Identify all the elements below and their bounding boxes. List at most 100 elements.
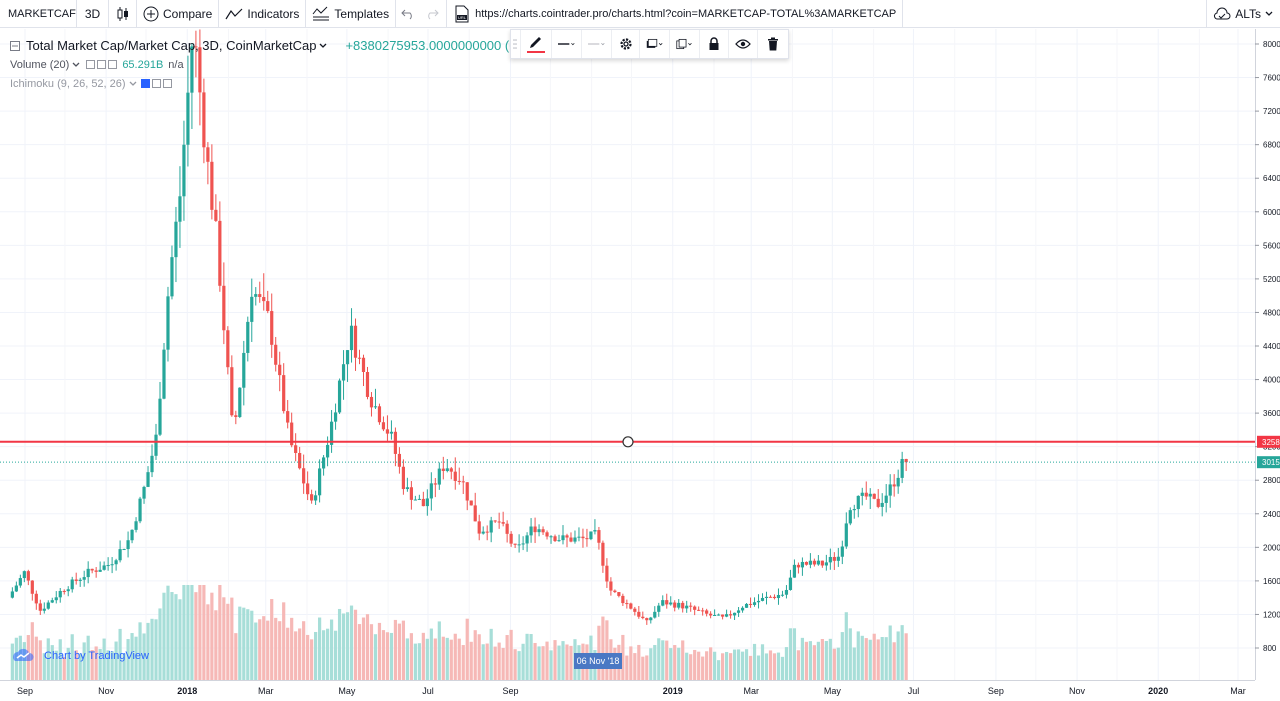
interval-button[interactable]: 3D [77,0,109,28]
line-color-button[interactable] [521,30,553,58]
indicators-button[interactable]: Indicators [219,0,307,28]
candle-body [86,568,90,578]
chart-url[interactable]: URL https://charts.cointrader.pro/charts… [447,0,904,28]
tradingview-watermark[interactable]: Chart by TradingView [12,648,149,664]
candle-body [856,495,860,510]
candle-body [318,468,322,496]
candle-body [270,311,274,345]
volume-bar [740,651,745,680]
volume-bar [210,592,214,680]
drag-handle[interactable] [511,30,521,58]
candle-body [585,538,589,540]
symbol-search[interactable]: MARKETCAF [0,0,77,28]
volume-bar [186,585,190,680]
volume-bar [190,585,194,680]
candles [10,29,908,625]
candle-body [481,531,485,534]
candle-body [182,144,186,197]
candle-body [341,364,346,381]
candle-body [242,352,246,388]
redo-button[interactable] [420,0,448,28]
undo-button[interactable] [396,0,420,28]
grip-icon [513,39,518,49]
candle-body [593,530,597,532]
volume-bar [832,648,836,680]
volume-bar [677,647,681,680]
candle-body [417,498,421,500]
eye-icon [735,39,751,49]
volume-bar [361,617,366,680]
candle-body [254,294,258,297]
volume-bar [856,631,860,680]
volume-label[interactable]: Volume (20) [10,58,70,71]
candle-body [728,614,733,616]
hide-button[interactable] [729,30,759,58]
volume-bar [709,647,713,680]
price-chart[interactable]: 8000 7600 7200 6800 6400 6000 5600 5200 4800 4400… [0,29,1280,701]
time-tick-label: Mar [1230,686,1246,696]
candle-body [325,444,330,458]
line-style-button[interactable] [582,30,613,58]
volume-bar [421,632,425,680]
candle-body [904,458,908,463]
candle-body [373,406,378,408]
candle-body [485,531,489,533]
volume-bar [437,621,441,680]
volume-bar [234,633,238,680]
lock-button[interactable] [700,30,729,58]
candle-body [848,510,852,524]
volume-bar [345,612,350,680]
volume-bar [689,654,693,680]
candle-body [18,578,22,586]
candle-body [780,594,785,596]
volume-bar [381,630,386,680]
alts-button[interactable]: ALTs [1206,0,1280,28]
settings-button[interactable] [612,30,641,58]
volume-bar [373,634,378,680]
volume-bar [274,617,278,680]
cloud-icon [1214,7,1231,20]
visual-order-button[interactable] [640,30,671,58]
volume-bar [481,644,485,680]
candle-body [709,613,713,616]
volume-bar [302,621,306,680]
clone-button[interactable] [670,30,701,58]
volume-bar [349,605,354,680]
compare-button[interactable]: Compare [137,0,220,28]
delete-button[interactable] [758,30,788,58]
line-width-button[interactable] [552,30,583,58]
volume-bar [876,639,880,680]
volume-bar [645,655,649,680]
candle-body [776,594,781,599]
collapse-icon[interactable] [10,40,20,51]
volume-bar [693,649,697,680]
volume-bar [848,628,852,680]
close-icon[interactable] [108,60,118,69]
candle-body [349,325,354,351]
volume-bar [657,638,661,680]
volume-bar [449,639,453,680]
price-tick-label: 4800 [1263,308,1280,317]
series-title[interactable]: Total Market Cap/Market Cap, 3D, CoinMar… [26,38,317,53]
candle-body [641,616,645,619]
settings-icon[interactable] [97,60,107,69]
eye-icon[interactable] [140,79,150,88]
settings-icon[interactable] [151,79,161,88]
volume-bar [34,636,38,680]
candle-body [449,468,453,472]
templates-button[interactable]: Templates [306,0,397,28]
ichimoku-label[interactable]: Ichimoku (9, 26, 52, 26) [10,77,126,90]
candle-body [110,564,114,566]
volume-bar [840,632,844,680]
volume-bar [860,635,864,680]
eye-icon[interactable] [86,60,96,69]
volume-bar [166,585,170,680]
candle-body [98,569,102,572]
close-icon[interactable] [162,79,172,88]
candle-body [569,537,573,542]
candle-body [844,523,848,547]
price-axis [1255,29,1280,680]
chart-style-button[interactable] [109,0,137,28]
volume-bar [246,609,250,680]
volume-bar [318,617,322,680]
